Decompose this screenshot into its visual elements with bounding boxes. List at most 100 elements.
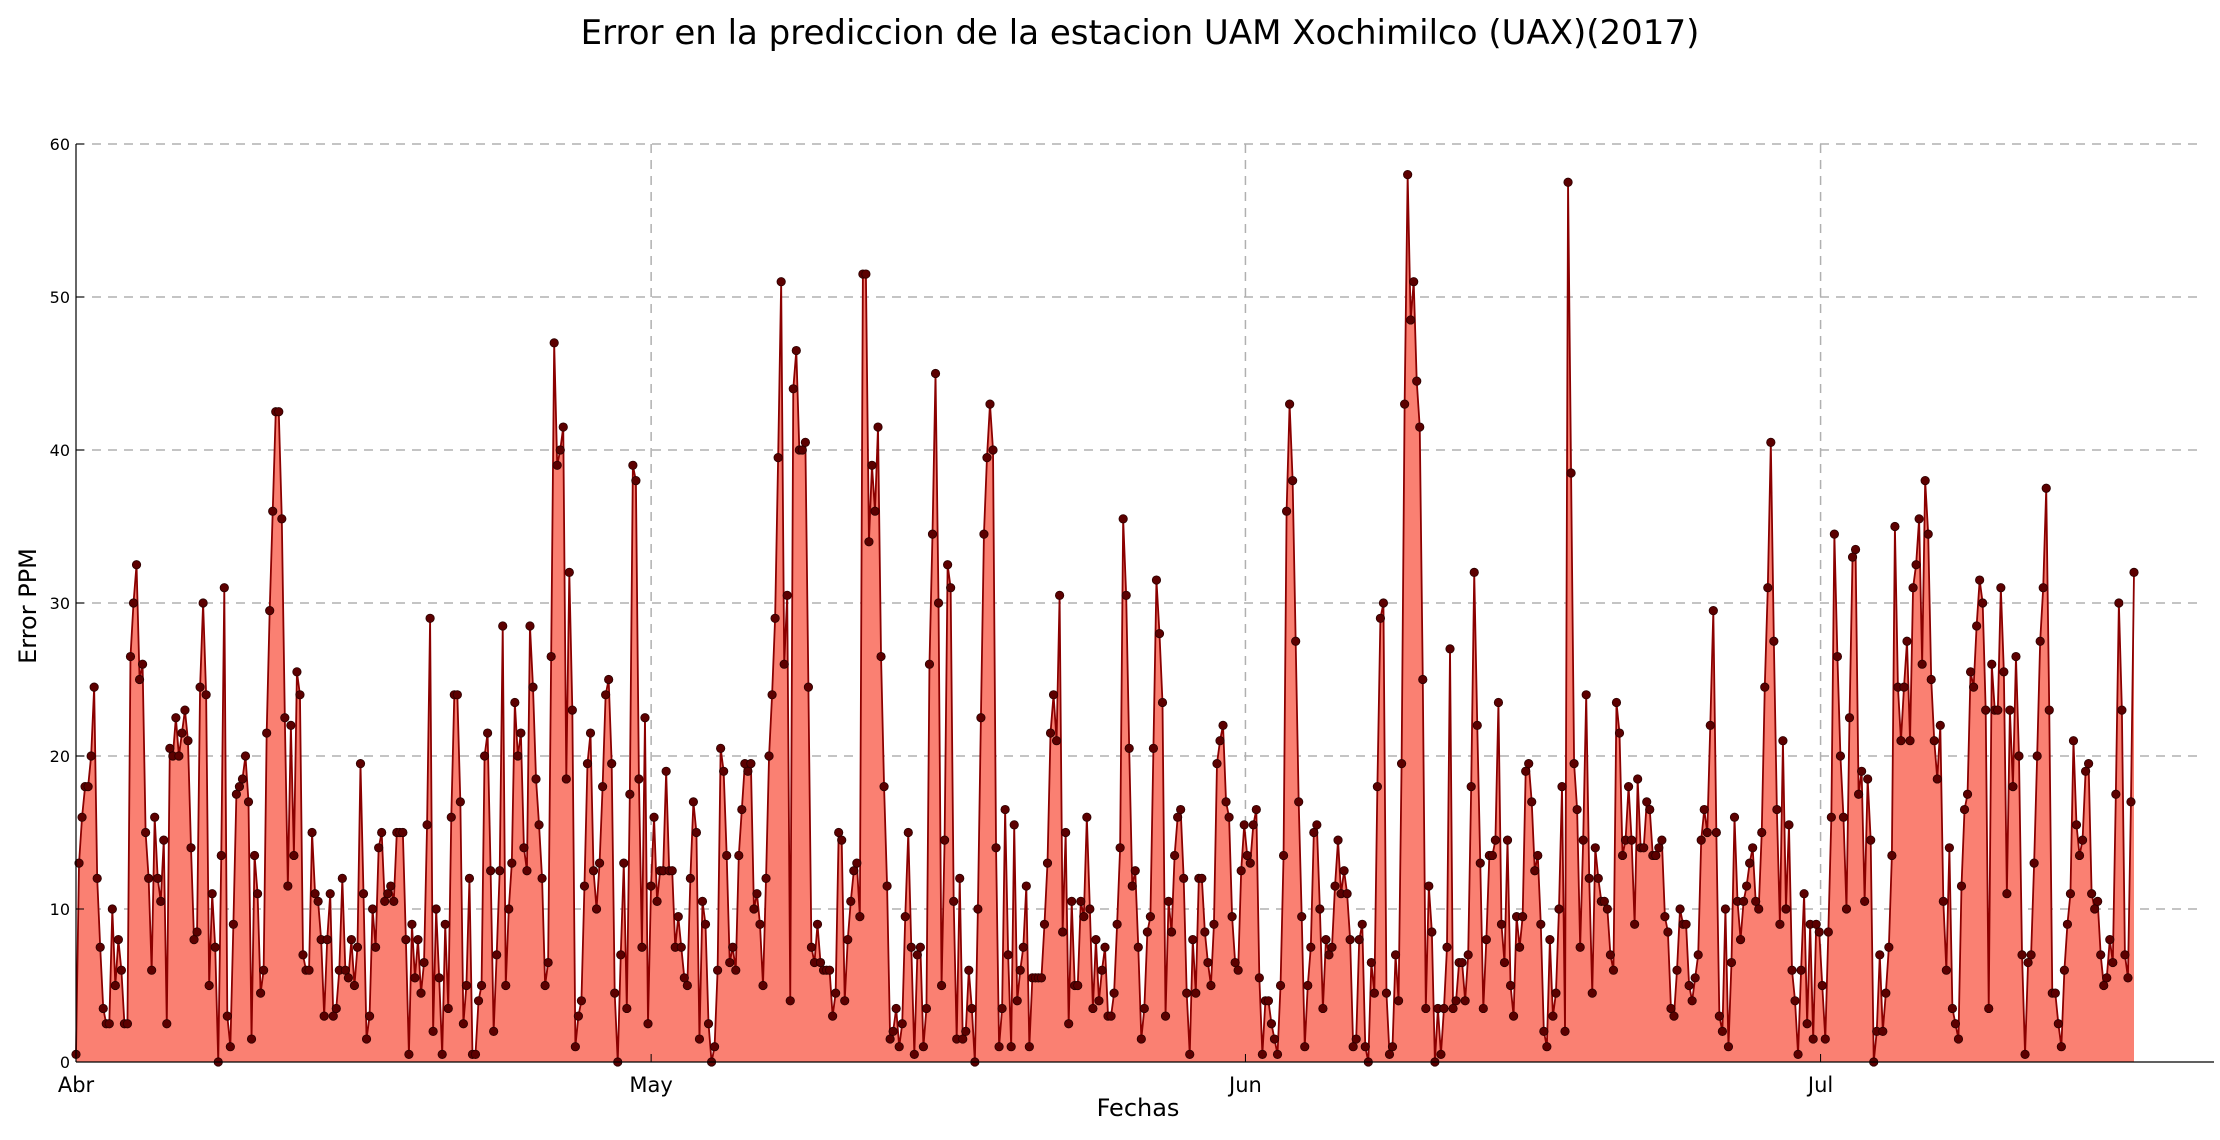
data-point <box>607 759 617 769</box>
data-point <box>761 873 771 884</box>
data-point <box>1176 804 1186 815</box>
data-point <box>428 1026 438 1037</box>
data-point <box>891 1003 901 1014</box>
data-point <box>1557 781 1567 792</box>
data-point <box>207 889 217 899</box>
data-point <box>900 912 910 922</box>
data-point <box>1920 475 1930 486</box>
data-point <box>1281 506 1292 516</box>
data-point <box>1887 850 1897 861</box>
data-point <box>455 797 465 807</box>
data-point <box>582 759 593 769</box>
data-point <box>419 957 429 968</box>
data-point <box>183 736 193 746</box>
data-point <box>1863 774 1873 784</box>
data-point <box>1297 912 1307 922</box>
data-point <box>579 881 590 891</box>
data-point <box>573 1011 583 1021</box>
data-point <box>713 965 723 975</box>
data-point <box>1835 751 1846 761</box>
data-point <box>779 659 789 669</box>
data-point <box>495 866 505 876</box>
data-point <box>1324 950 1334 960</box>
data-point <box>2059 965 2069 975</box>
data-point <box>389 896 399 906</box>
data-point <box>1527 797 1537 807</box>
data-point <box>231 789 241 799</box>
data-point <box>1714 1011 1724 1021</box>
data-point <box>165 743 175 753</box>
data-point <box>1932 774 1942 784</box>
data-point <box>431 904 441 914</box>
data-point <box>667 866 677 876</box>
data-point <box>319 1011 329 1021</box>
data-point <box>1738 896 1749 906</box>
data-point <box>1896 736 1906 746</box>
data-point <box>1515 942 1525 952</box>
data-point <box>1009 820 1019 830</box>
data-point <box>1823 927 1833 937</box>
data-point <box>343 973 353 983</box>
data-point <box>1639 843 1649 853</box>
data-point <box>1366 957 1376 968</box>
data-point <box>1999 667 2009 677</box>
data-point <box>1675 904 1685 914</box>
data-point <box>2017 950 2027 960</box>
data-point <box>470 1049 481 1059</box>
data-point <box>2074 850 2085 861</box>
data-point <box>1375 613 1386 623</box>
y-tick-label: 40 <box>50 441 70 460</box>
data-point <box>1975 575 1985 585</box>
data-point <box>1415 422 1425 432</box>
data-point <box>1218 720 1228 731</box>
data-point <box>337 873 347 884</box>
data-point <box>997 1003 1007 1014</box>
data-point <box>1530 866 1540 876</box>
data-point <box>1097 965 1107 975</box>
data-point <box>1109 988 1119 998</box>
data-point <box>246 1034 257 1044</box>
data-point <box>567 705 577 715</box>
data-point <box>594 858 605 868</box>
data-point <box>407 919 417 929</box>
data-point <box>1403 170 1413 180</box>
data-point <box>1902 636 1912 646</box>
data-point <box>416 988 426 998</box>
data-point <box>225 1042 235 1052</box>
data-point <box>1469 567 1479 578</box>
data-point <box>661 766 671 776</box>
data-point <box>1185 1049 1195 1059</box>
data-point <box>622 1003 632 1014</box>
data-point <box>1929 736 1939 746</box>
data-point <box>1372 781 1382 792</box>
data-point <box>507 858 517 868</box>
data-point <box>1524 759 1534 769</box>
data-point <box>198 598 208 608</box>
data-point <box>1627 835 1637 845</box>
data-point <box>2105 934 2115 945</box>
data-point <box>1657 835 1667 845</box>
data-point <box>791 345 801 356</box>
data-point <box>834 827 844 838</box>
data-point <box>498 621 508 631</box>
data-point <box>785 996 795 1006</box>
data-point <box>1729 812 1740 822</box>
data-point <box>1387 1042 1398 1052</box>
data-point <box>1820 1034 1830 1044</box>
data-point <box>843 934 853 945</box>
data-point <box>1224 812 1234 822</box>
data-point <box>939 835 950 845</box>
data-point <box>840 996 850 1006</box>
data-point <box>1272 1049 1283 1059</box>
data-point <box>110 980 120 991</box>
data-point <box>1306 942 1316 952</box>
data-point <box>1884 942 1894 952</box>
y-tick-label: 30 <box>50 594 70 613</box>
data-point <box>1051 736 1062 746</box>
data-point <box>1775 919 1785 929</box>
data-point <box>619 858 629 868</box>
data-point <box>295 690 305 700</box>
data-point <box>737 804 747 815</box>
data-point <box>640 713 650 723</box>
data-point <box>1124 743 1134 753</box>
